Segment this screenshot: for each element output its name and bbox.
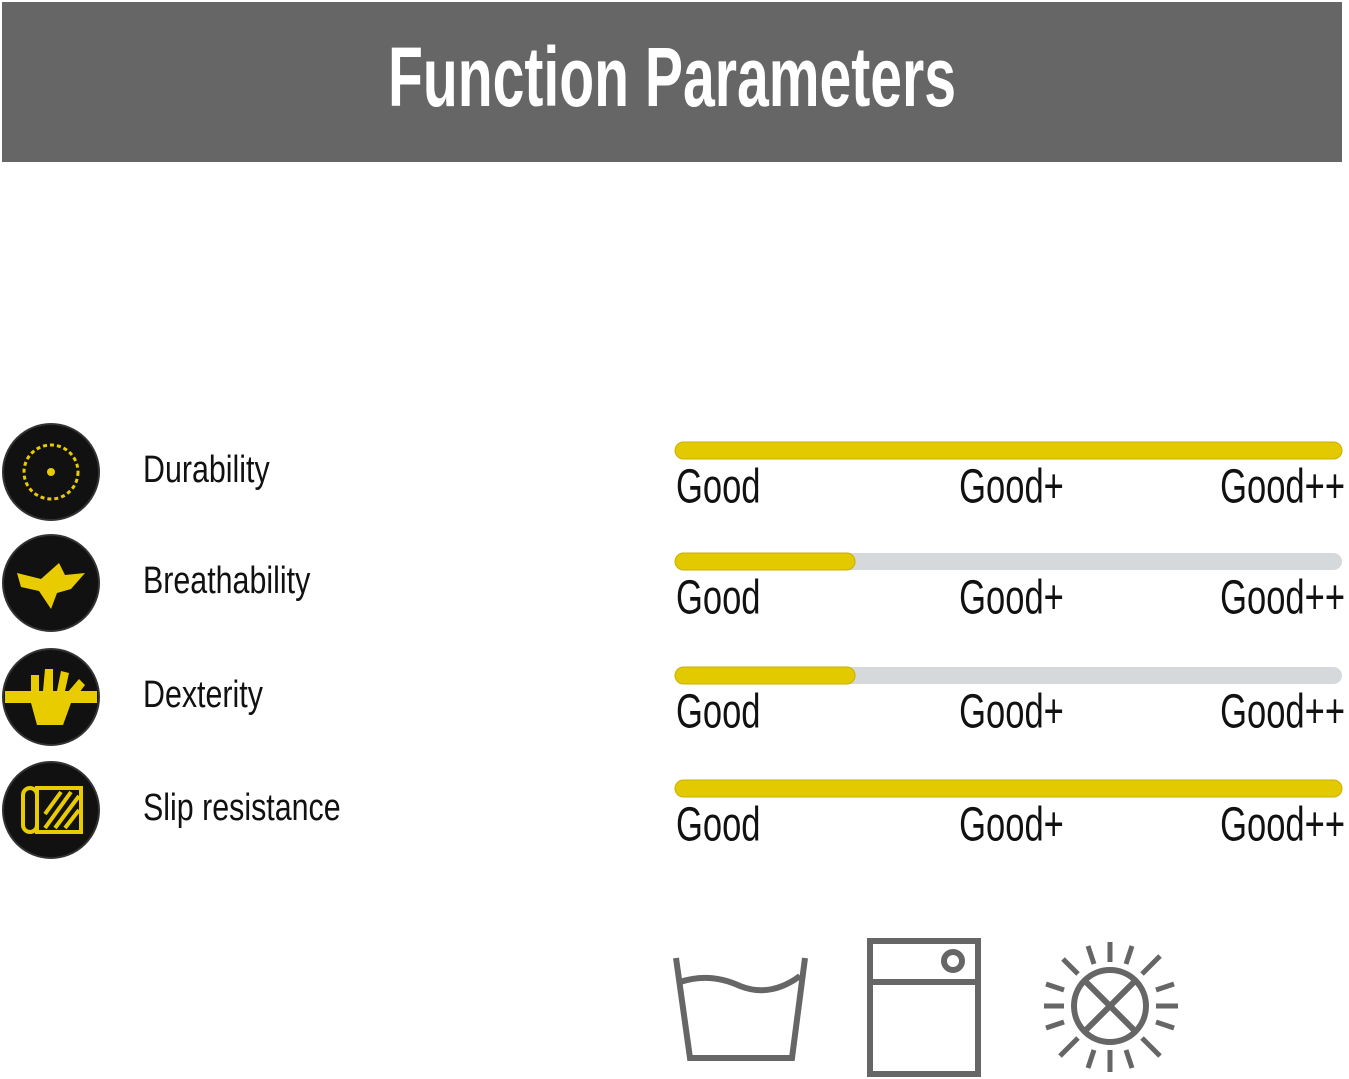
level-label: Good+ — [959, 797, 1064, 851]
parameter-name: Breathability — [143, 560, 311, 602]
icon-disc — [2, 761, 100, 859]
level-label: Good — [676, 797, 761, 851]
level-label-wrap: Good+ — [959, 570, 1064, 624]
parameter-name: Slip resistance — [143, 787, 341, 829]
icon-glyph — [17, 563, 85, 609]
level-label-wrap: Good+ — [959, 684, 1064, 738]
level-label: Good — [676, 684, 761, 738]
level-label-wrap: Good — [676, 570, 761, 624]
parameter-name-wrap: Dexterity — [143, 674, 264, 716]
title-wrap: Function Parameters — [388, 31, 956, 125]
level-label-wrap: Good — [676, 797, 761, 851]
parameter-name-wrap: Slip resistance — [143, 787, 341, 829]
icon-glyph — [5, 669, 97, 725]
parameter-icon — [2, 423, 100, 521]
parameter-name-wrap: Breathability — [143, 560, 311, 602]
bar-fill — [674, 779, 1343, 798]
parameter-icon — [2, 534, 100, 632]
level-label-wrap: Good++ — [1220, 459, 1345, 513]
bar-fill — [674, 666, 856, 685]
parameter-icon — [2, 761, 100, 859]
level-label: Good++ — [1220, 684, 1345, 738]
bar-fill — [674, 552, 856, 571]
title: Function Parameters — [388, 31, 956, 125]
care-icons — [673, 938, 1178, 1077]
level-label: Good+ — [959, 459, 1064, 513]
level-label-wrap: Good — [676, 684, 761, 738]
icon-glyph — [22, 443, 80, 501]
parameter-icon — [2, 648, 100, 746]
level-label-wrap: Good+ — [959, 459, 1064, 513]
parameter-name: Durability — [143, 449, 270, 491]
level-label: Good++ — [1220, 459, 1345, 513]
level-label: Good — [676, 570, 761, 624]
level-label: Good+ — [959, 684, 1064, 738]
level-label: Good+ — [959, 570, 1064, 624]
icon-glyph — [21, 786, 83, 834]
level-label: Good++ — [1220, 570, 1345, 624]
header-band — [2, 2, 1342, 162]
level-label: Good — [676, 459, 761, 513]
parameter-name-wrap: Durability — [143, 449, 270, 491]
level-label-wrap: Good++ — [1220, 570, 1345, 624]
level-label-wrap: Good — [676, 459, 761, 513]
level-label-wrap: Good++ — [1220, 797, 1345, 851]
level-label: Good++ — [1220, 797, 1345, 851]
bar-fill — [674, 441, 1343, 460]
parameter-name: Dexterity — [143, 674, 264, 716]
level-label-wrap: Good+ — [959, 797, 1064, 851]
level-label-wrap: Good++ — [1220, 684, 1345, 738]
